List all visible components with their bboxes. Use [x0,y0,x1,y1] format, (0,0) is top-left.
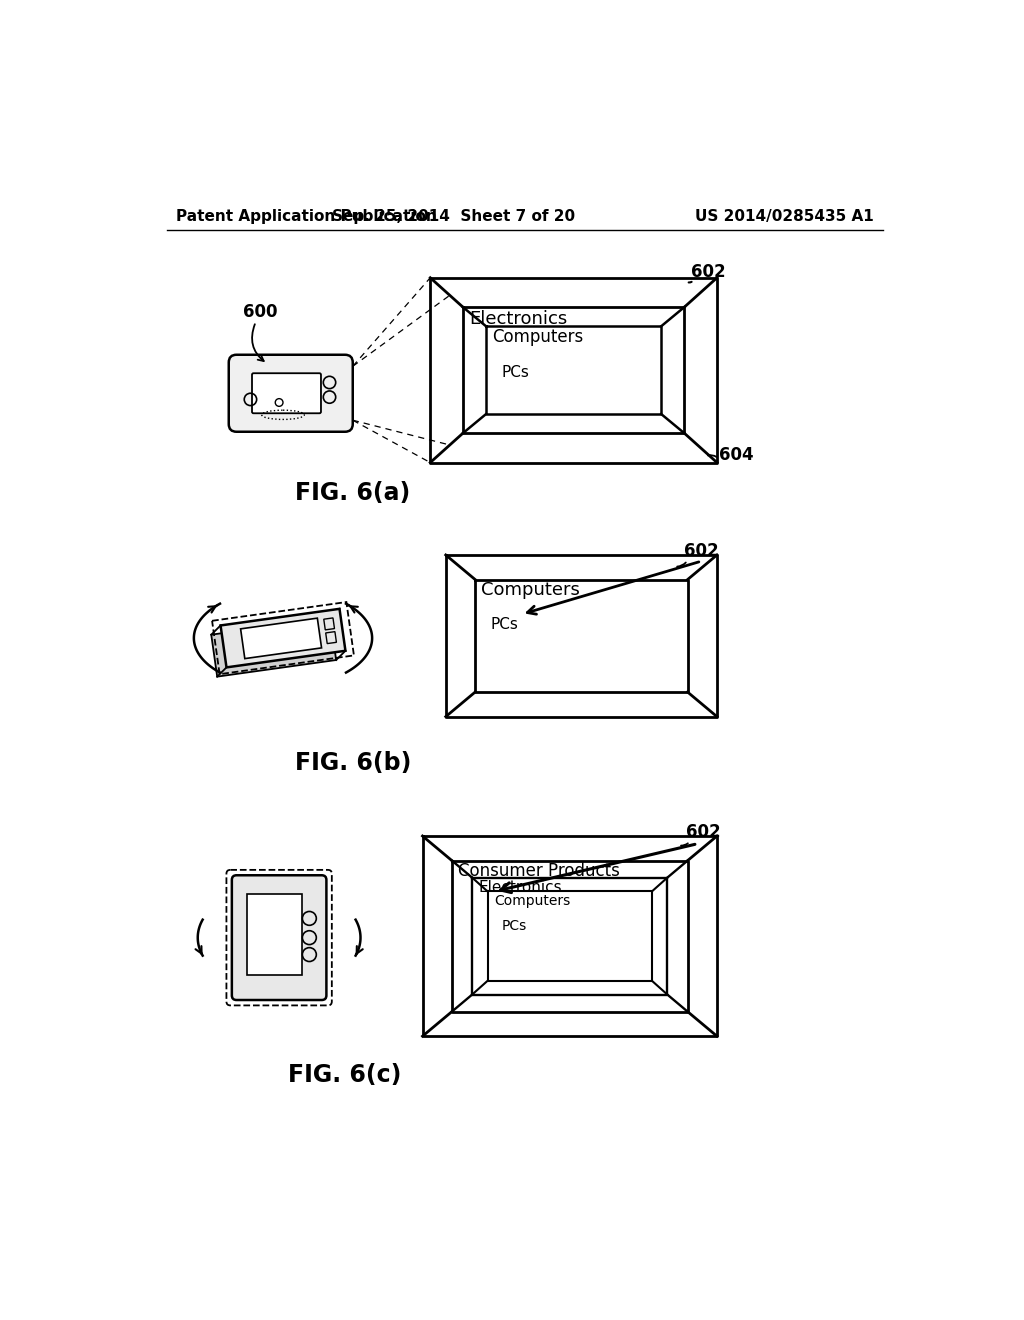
Text: Electronics: Electronics [469,310,567,327]
Bar [248,894,302,974]
Text: FIG. 6(c): FIG. 6(c) [289,1063,401,1086]
Polygon shape [211,618,336,677]
Polygon shape [220,609,345,668]
Text: PCs: PCs [490,616,518,632]
Text: 602: 602 [686,824,721,841]
Text: 604: 604 [719,446,754,463]
Text: 602: 602 [684,543,719,560]
Text: Consumer Products: Consumer Products [458,862,620,880]
FancyBboxPatch shape [252,374,321,413]
Text: Patent Application Publication: Patent Application Publication [176,209,437,223]
Text: FIG. 6(a): FIG. 6(a) [295,482,411,506]
Text: Computers: Computers [481,581,581,599]
Text: Computers: Computers [493,329,584,346]
Text: US 2014/0285435 A1: US 2014/0285435 A1 [695,209,873,223]
Text: 602: 602 [690,264,725,281]
Text: 600: 600 [243,304,278,321]
Text: Sep. 25, 2014  Sheet 7 of 20: Sep. 25, 2014 Sheet 7 of 20 [332,209,575,223]
Polygon shape [241,618,322,659]
Text: PCs: PCs [502,919,526,933]
Text: FIG. 6(b): FIG. 6(b) [295,751,411,775]
Text: PCs: PCs [502,364,529,380]
FancyBboxPatch shape [228,355,352,432]
Text: Computers: Computers [494,894,570,908]
Text: Electronics: Electronics [478,880,562,895]
FancyBboxPatch shape [231,875,327,1001]
